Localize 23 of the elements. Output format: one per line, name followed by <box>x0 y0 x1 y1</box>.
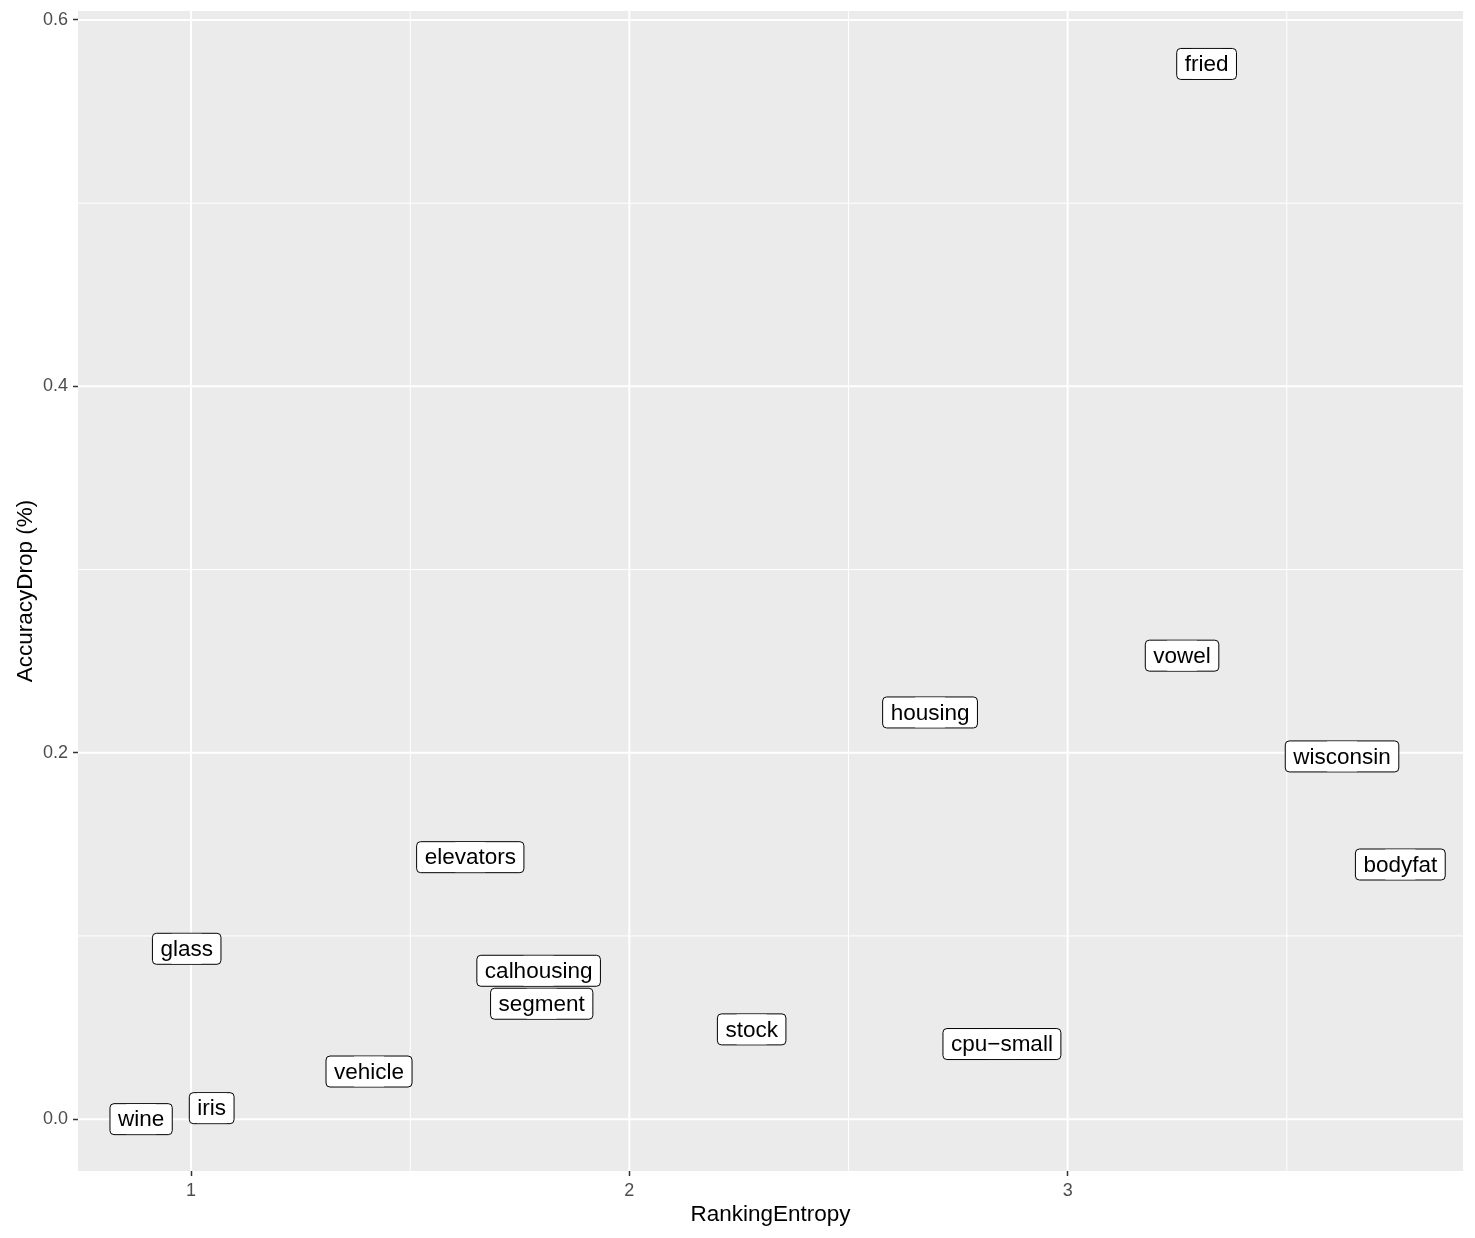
x-tick-label: 3 <box>1062 1179 1073 1200</box>
data-label: stock <box>725 1016 779 1042</box>
data-label: bodyfat <box>1363 851 1438 877</box>
data-label: vehicle <box>334 1058 405 1084</box>
data-label: wisconsin <box>1292 743 1391 769</box>
data-label: housing <box>890 699 970 725</box>
y-tick-label: 0.0 <box>42 1108 68 1129</box>
data-label: iris <box>197 1095 227 1121</box>
data-label: segment <box>498 990 586 1016</box>
data-label: wine <box>116 1106 165 1132</box>
y-tick-label: 0.6 <box>42 8 68 29</box>
data-label: calhousing <box>484 957 593 983</box>
data-label: elevators <box>424 844 516 870</box>
data-label: vowel <box>1153 642 1211 668</box>
x-tick-label: 1 <box>186 1179 197 1200</box>
data-label: glass <box>160 935 213 961</box>
data-label: fried <box>1184 51 1229 77</box>
y-tick-label: 0.2 <box>42 741 68 762</box>
y-axis-title: AccuracyDrop (%) <box>11 499 37 683</box>
x-axis-title: RankingEntropy <box>690 1200 852 1226</box>
y-tick-label: 0.4 <box>42 375 68 396</box>
x-tick-label: 2 <box>624 1179 635 1200</box>
data-label: cpu−small <box>950 1031 1053 1057</box>
